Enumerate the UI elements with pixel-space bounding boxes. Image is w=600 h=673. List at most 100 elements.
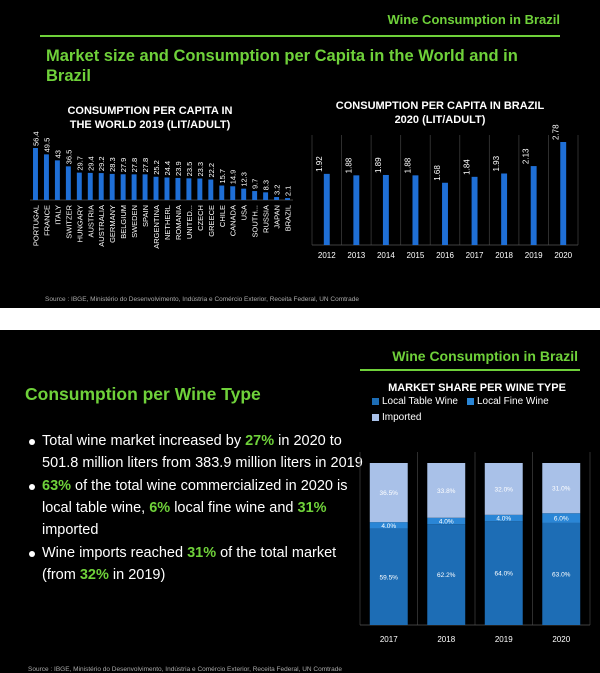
- bar: [442, 182, 448, 245]
- x-tick-label: CANADA: [229, 205, 238, 236]
- x-tick-label: ARGENTINA: [152, 205, 161, 249]
- data-label: 29.2: [97, 156, 106, 171]
- data-label: 14.9: [229, 170, 238, 185]
- data-label: 23.5: [185, 162, 194, 177]
- bar: [131, 174, 137, 200]
- x-tick-label: CZECH: [196, 205, 205, 231]
- legend-label: Local Fine Wine: [477, 396, 549, 407]
- bullet: 63% of the total wine commercialized in …: [28, 475, 363, 541]
- x-tick-label: SOUTH...: [251, 205, 260, 238]
- legend-label: Imported: [382, 412, 421, 423]
- chart-title: CONSUMPTION PER CAPITA IN BRAZIL 2020 (L…: [335, 100, 545, 126]
- x-tick-label: USA: [240, 205, 249, 220]
- bar-segment: [427, 463, 466, 518]
- data-label: 1.93: [492, 155, 501, 171]
- bar-segment: [484, 463, 523, 515]
- bar: [98, 173, 104, 200]
- charts: PORTUGAL FRANCE ITALY SWITZER HUNGARY AUSTRIA…: [30, 124, 579, 260]
- highlight: 31%: [297, 500, 327, 516]
- chart: 2017 2018 2019 2020 59.5% 4.0% 36.5% 62.2% 4.0% 3…: [359, 396, 591, 644]
- x-tick-label: 2020: [554, 251, 572, 260]
- bar: [353, 175, 360, 245]
- bar: [382, 174, 389, 245]
- bar-segment: [484, 521, 523, 625]
- bar: [263, 192, 269, 200]
- x-tick-label: BELGIUM: [119, 205, 128, 239]
- data-label: 1.89: [374, 157, 383, 173]
- bar-segment: [542, 522, 581, 625]
- x-tick-label: 2017: [380, 635, 398, 644]
- data-label: 1.88: [344, 157, 353, 173]
- data-label: 3.2: [273, 185, 282, 195]
- data-label: 15.7: [218, 169, 227, 184]
- x-tick-label: UNITED...: [185, 205, 194, 239]
- bullet-text: in 2020 to 501.8 million liters from 383…: [42, 433, 363, 471]
- bar: [87, 172, 93, 200]
- bar-segment: [427, 524, 466, 625]
- data-label: 23.3: [196, 162, 205, 177]
- bar: [241, 188, 247, 200]
- data-label: 2.13: [522, 148, 531, 164]
- bar: [153, 176, 159, 200]
- x-tick-label: FRANCE: [42, 205, 51, 236]
- highlight: 6%: [149, 500, 171, 516]
- bar: [164, 177, 170, 200]
- x-tick-label: 2012: [318, 251, 336, 260]
- bar: [530, 166, 537, 245]
- slide: Wine Consumption in Brazil Market size a…: [0, 0, 600, 308]
- x-tick-label: 2016: [436, 251, 454, 260]
- x-tick-label: AUSTRALIA: [97, 205, 106, 247]
- data-label: 43: [53, 150, 62, 158]
- bar: [274, 197, 280, 200]
- bullet-text: local fine wine and: [170, 500, 298, 516]
- legend-swatch: [372, 398, 379, 405]
- x-tick-label: 2013: [347, 251, 365, 260]
- bar-segment: [542, 513, 581, 523]
- bar: [120, 174, 126, 200]
- data-label: 12.3: [240, 172, 249, 187]
- slide-title: Market size and Consumption per Capita i…: [46, 47, 518, 85]
- slide: Wine Consumption in Brazil Consumption p…: [0, 330, 600, 673]
- data-label: 29.4: [86, 156, 95, 171]
- bar: [208, 179, 214, 200]
- data-label: 1.92: [315, 156, 324, 172]
- x-tick-label: BRAZIL: [284, 205, 293, 231]
- source: Source : IBGE, Ministério do Desenvolvim…: [45, 296, 359, 303]
- data-label: 28.3: [108, 157, 117, 172]
- legend-swatch: [372, 414, 379, 421]
- bar: [175, 177, 181, 200]
- bar: [560, 142, 567, 245]
- highlight: 32%: [79, 567, 109, 583]
- bar: [219, 185, 225, 200]
- x-tick-label: JAPAN: [273, 205, 282, 229]
- x-tick-label: ROMANIA: [174, 205, 183, 240]
- x-tick-label: 2019: [525, 251, 543, 260]
- bar: [230, 186, 236, 200]
- bar: [33, 148, 38, 200]
- bullet-text: of the total market (from: [42, 545, 337, 583]
- data-label: 9.7: [251, 179, 260, 189]
- x-tick-label: 2015: [407, 251, 425, 260]
- slide-header: Wine Consumption in Brazil: [392, 348, 578, 364]
- bar-segment: [369, 522, 408, 529]
- bar-segment: [369, 463, 408, 523]
- data-label: 27.9: [119, 158, 128, 173]
- data-label: 29.7: [75, 156, 84, 171]
- chart-title: MARKET SHARE PER WINE TYPE: [388, 382, 566, 394]
- slide-header: Wine Consumption in Brazil: [387, 12, 561, 27]
- data-label: 27.8: [141, 158, 150, 173]
- x-tick-label: PORTUGAL: [31, 205, 40, 246]
- data-label: 2.1: [284, 186, 293, 196]
- x-tick-label: CHILE: [218, 205, 227, 227]
- x-tick-label: 2019: [495, 635, 513, 644]
- x-tick-label: 2020: [552, 635, 570, 644]
- data-label: 62.2%: [437, 572, 456, 579]
- data-label: 4.0%: [381, 523, 396, 530]
- data-label: 56.4: [31, 131, 40, 146]
- bar: [142, 174, 148, 200]
- bullet-text: Wine imports reached: [42, 545, 188, 561]
- chart-title: CONSUMPTION PER CAPITA IN THE WORLD 2019…: [67, 105, 233, 131]
- legend-label: Local Table Wine: [382, 396, 458, 407]
- bar: [54, 160, 60, 200]
